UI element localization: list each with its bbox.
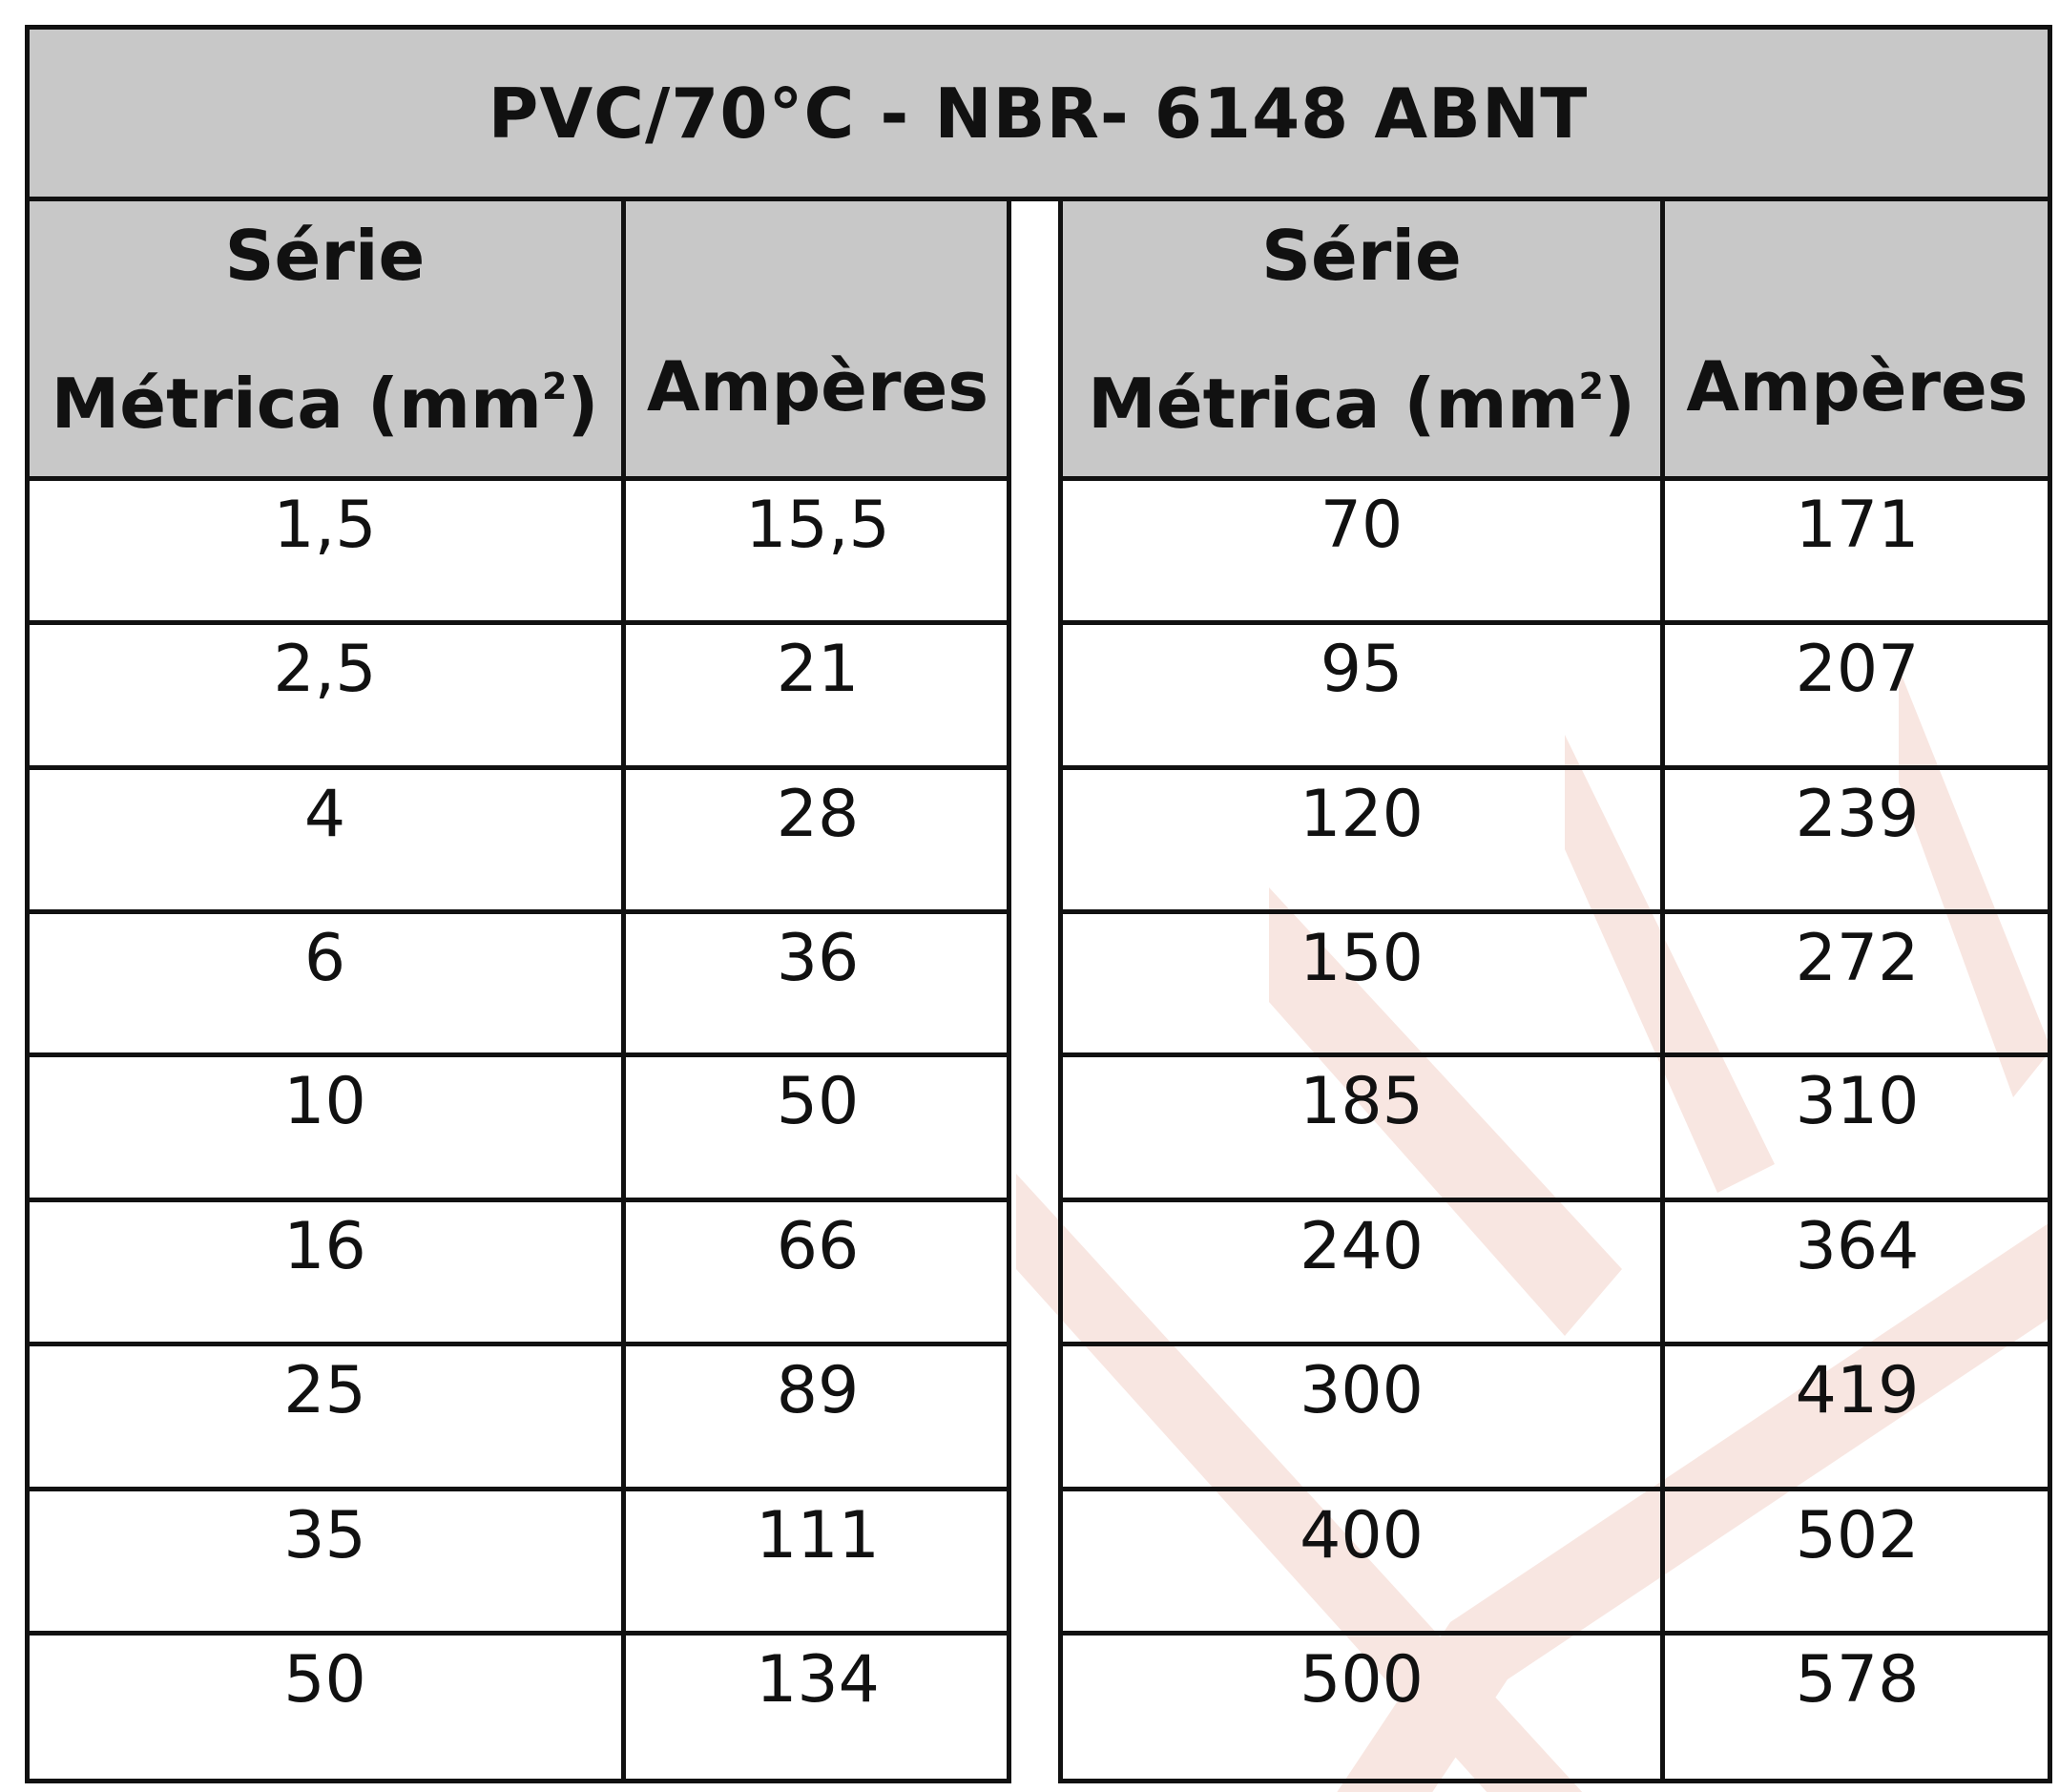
header-serie-label: Série	[1261, 216, 1462, 296]
left-amperes-cell: 28	[776, 777, 860, 852]
table-rule	[27, 1198, 1009, 1202]
table-rule	[1061, 1631, 2049, 1636]
table-rule	[1058, 197, 1063, 1783]
right-metrica-cell: 300	[1300, 1353, 1424, 1428]
left-metrica-cell: 2,5	[273, 632, 377, 707]
table-rule	[27, 1052, 1009, 1057]
table-rule	[27, 1342, 1009, 1346]
header-metrica-label: Métrica (mm2)	[1088, 364, 1635, 444]
table-rule	[27, 25, 2049, 30]
left-amperes-cell: 111	[756, 1498, 880, 1573]
right-amperes-cell: 207	[1795, 632, 1920, 707]
right-metrica-cell: 150	[1300, 921, 1424, 996]
table-rule	[1007, 197, 1011, 1783]
header-serie-metrica-left: Série Métrica (mm2)	[27, 200, 623, 479]
left-amperes-cell: 50	[776, 1064, 860, 1139]
left-metrica-cell: 6	[303, 921, 346, 996]
right-metrica-cell: 185	[1300, 1064, 1424, 1139]
right-metrica-cell: 120	[1300, 777, 1424, 852]
table-rule	[25, 25, 30, 1783]
header-amperes-right: Ampères	[1665, 200, 2049, 479]
left-amperes-cell: 36	[776, 921, 860, 996]
right-metrica-cell: 500	[1300, 1642, 1424, 1718]
table-rule	[1660, 197, 1665, 1783]
right-amperes-cell: 310	[1795, 1064, 1920, 1139]
header-band-right	[1061, 200, 2049, 479]
table-rule	[27, 909, 1009, 914]
header-amperes-label: Ampères	[646, 346, 989, 427]
left-amperes-cell: 66	[776, 1209, 860, 1284]
left-amperes-cell: 21	[776, 632, 860, 707]
table-rule	[27, 197, 2049, 201]
left-amperes-cell: 89	[776, 1353, 860, 1428]
right-metrica-cell: 70	[1320, 488, 1404, 563]
table-rule	[1061, 1198, 2049, 1202]
right-metrica-cell: 240	[1300, 1209, 1424, 1284]
right-amperes-cell: 419	[1795, 1353, 1920, 1428]
header-amperes-left: Ampères	[626, 200, 1009, 479]
right-amperes-cell: 364	[1795, 1209, 1920, 1284]
table-rule	[1061, 620, 2049, 625]
right-amperes-cell: 502	[1795, 1498, 1920, 1573]
left-metrica-cell: 1,5	[273, 488, 377, 563]
header-serie-label: Série	[224, 216, 426, 296]
right-amperes-cell: 578	[1795, 1642, 1920, 1718]
table-rule	[27, 1779, 1009, 1783]
left-metrica-cell: 35	[283, 1498, 366, 1573]
right-amperes-cell: 239	[1795, 777, 1920, 852]
table-rule	[27, 765, 1009, 770]
table-rule	[1061, 476, 2049, 481]
right-amperes-cell: 171	[1795, 488, 1920, 563]
left-metrica-cell: 4	[303, 777, 346, 852]
table-rule	[27, 1631, 1009, 1636]
left-metrica-cell: 10	[283, 1064, 366, 1139]
left-metrica-cell: 50	[283, 1642, 366, 1718]
left-amperes-cell: 134	[756, 1642, 880, 1718]
right-metrica-cell: 400	[1300, 1498, 1424, 1573]
header-serie-metrica-right: Série Métrica (mm2)	[1061, 200, 1662, 479]
table-rule	[1061, 765, 2049, 770]
header-amperes-label: Ampères	[1686, 346, 2028, 427]
table-rule	[1061, 1779, 2049, 1783]
table-rule	[1061, 1052, 2049, 1057]
table-rule	[27, 476, 1009, 481]
header-metrica-label: Métrica (mm2)	[51, 364, 599, 444]
header-band-left	[27, 200, 1009, 479]
right-metrica-cell: 95	[1320, 632, 1404, 707]
table-rule	[1061, 909, 2049, 914]
table-rule	[27, 620, 1009, 625]
left-metrica-cell: 16	[283, 1209, 366, 1284]
table-rule	[27, 1487, 1009, 1491]
table-rule	[2048, 25, 2052, 1783]
table-rule	[1061, 1487, 2049, 1491]
table-title: PVC/70°C - NBR- 6148 ABNT	[488, 73, 1589, 154]
table-rule	[1061, 1342, 2049, 1346]
left-amperes-cell: 15,5	[745, 488, 890, 563]
left-metrica-cell: 25	[283, 1353, 366, 1428]
title-band	[27, 27, 2049, 200]
right-amperes-cell: 272	[1795, 921, 1920, 996]
table-rule	[621, 197, 626, 1783]
